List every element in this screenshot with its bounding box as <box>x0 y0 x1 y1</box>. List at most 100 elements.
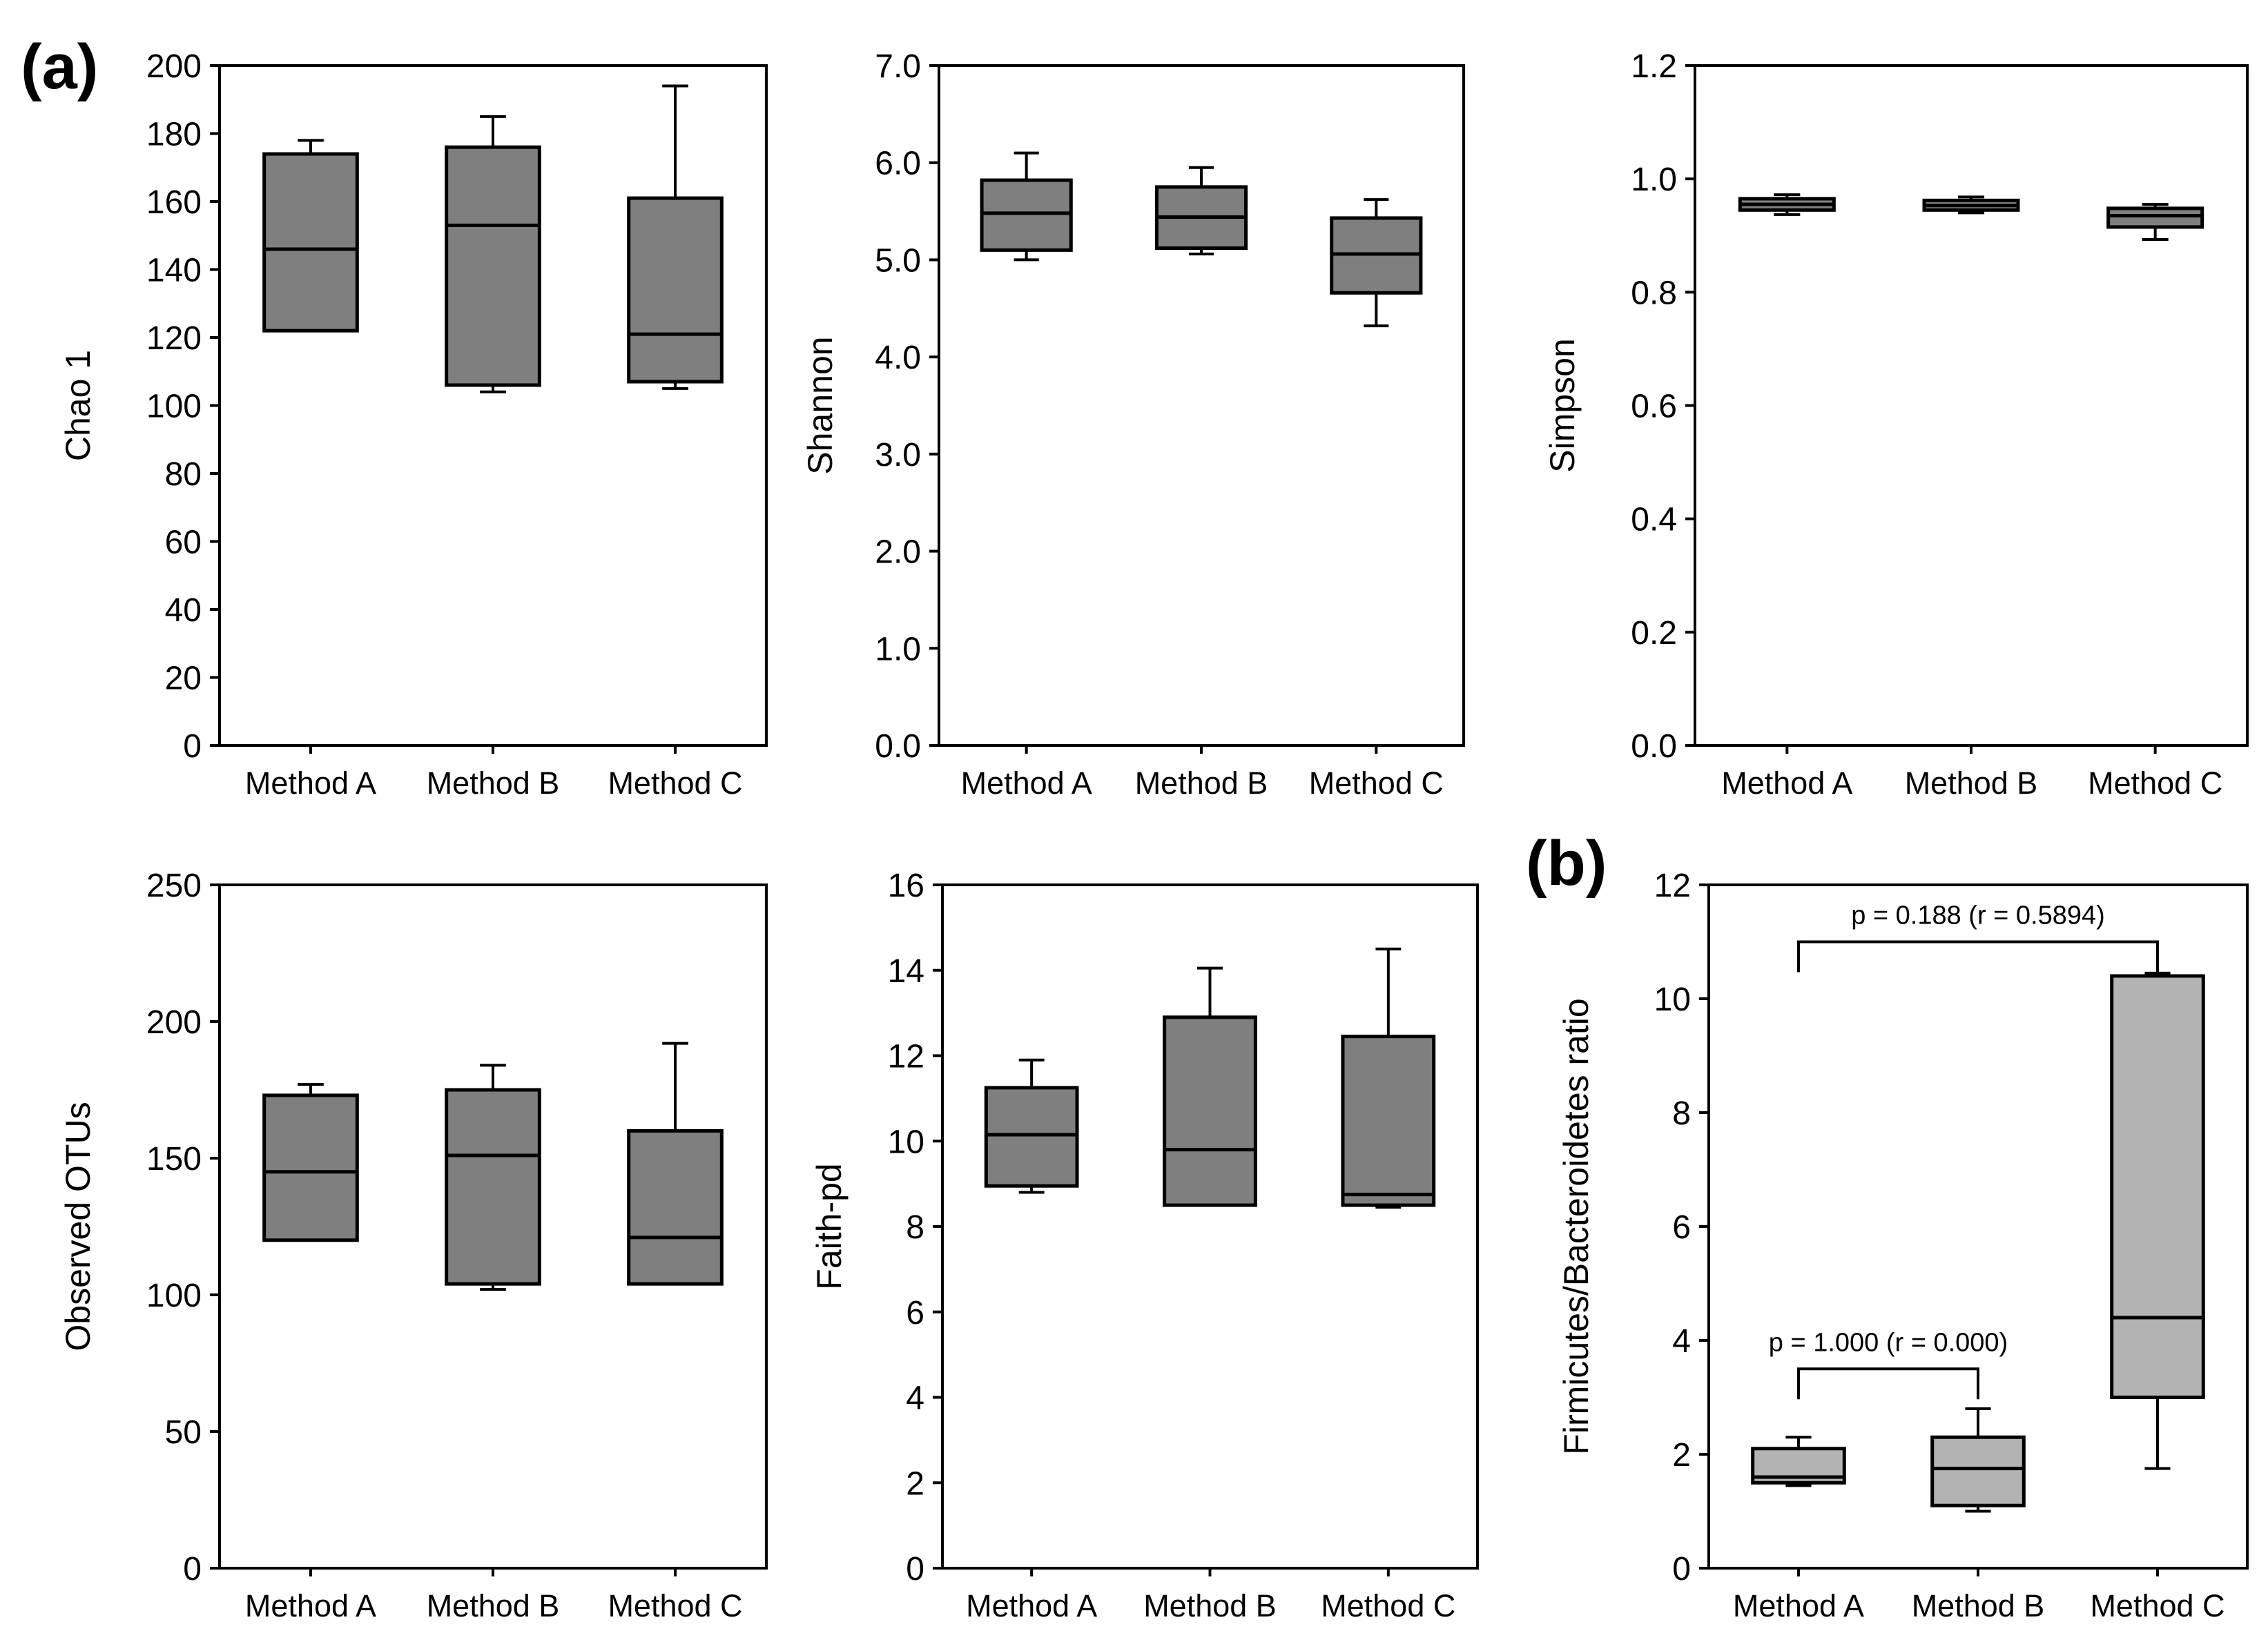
x-tick-label: Method A <box>966 1588 1097 1623</box>
y-axis-label: Faith-pd <box>810 1163 849 1289</box>
y-tick-label: 0.8 <box>1631 275 1677 311</box>
annotation-bracket-2: p = 1.000 (r = 0.000) <box>1769 1328 2008 1400</box>
y-tick-label: 40 <box>165 592 202 629</box>
y-tick-label: 16 <box>888 868 924 904</box>
y-tick-label: 0.6 <box>1631 389 1677 425</box>
y-tick-label: 120 <box>146 320 202 357</box>
box-body <box>1163 1015 1257 1207</box>
chart-shannon: 0.0 1.0 2.0 3.0 4.0 5.0 6.0 7.0 Method A Method B… <box>801 48 1465 801</box>
y-tick-label: 20 <box>165 661 202 697</box>
y-tick-label: 6 <box>1672 1209 1691 1246</box>
x-tick-label: Method B <box>1135 765 1268 801</box>
y-tick-label: 4 <box>1672 1323 1691 1360</box>
x-tick-label: Method A <box>1721 765 1852 801</box>
y-tick-label: 7.0 <box>875 48 921 85</box>
y-tick-label: 0 <box>183 728 202 765</box>
y-tick-label: 12 <box>888 1039 924 1075</box>
x-tick-label: Method C <box>2088 765 2222 801</box>
y-tick-label: 150 <box>146 1141 202 1178</box>
box-2 <box>1154 166 1248 255</box>
x-tick-label: Method C <box>608 1588 742 1623</box>
x-tick-label: Method B <box>1905 765 2038 801</box>
x-tick-label: Method C <box>1321 1588 1455 1623</box>
x-tick-label: Method C <box>2090 1588 2225 1623</box>
y-tick-label: 8 <box>906 1209 924 1246</box>
y-tick-label: 0 <box>1672 1551 1691 1588</box>
box-body <box>445 145 541 387</box>
box-1 <box>262 1083 359 1242</box>
y-tick-label: 4.0 <box>875 340 921 376</box>
box-2 <box>1930 1407 2026 1513</box>
y-axis-label: Chao 1 <box>59 350 97 461</box>
y-tick-label: 4 <box>906 1380 924 1417</box>
bracket-line <box>1797 940 2159 973</box>
y-tick-label: 200 <box>146 48 202 85</box>
box-body <box>2110 974 2205 1399</box>
chart-simpson: 0.0 0.2 0.4 0.6 0.8 1.0 1.2 Method A Method B Met… <box>1543 48 2249 801</box>
panel-label-b: (b) <box>1526 828 1607 899</box>
y-tick-label: 10 <box>888 1124 924 1160</box>
y-tick-label: 3.0 <box>875 437 921 473</box>
box-body <box>984 1086 1079 1188</box>
y-tick-label: 12 <box>1654 868 1691 904</box>
bracket-line <box>1797 1367 1979 1400</box>
box-1 <box>984 1058 1079 1194</box>
box-1 <box>980 151 1073 262</box>
y-tick-label: 2 <box>1672 1437 1691 1474</box>
box-1 <box>262 139 359 333</box>
box-body <box>1930 1435 2026 1507</box>
x-tick-label: Method B <box>427 765 560 801</box>
y-tick-label: 5.0 <box>875 242 921 279</box>
y-tick-label: 0.4 <box>1631 502 1677 538</box>
y-tick-label: 6.0 <box>875 146 921 182</box>
y-tick-label: 0 <box>183 1551 202 1588</box>
box-body <box>445 1088 541 1286</box>
x-tick-label: Method B <box>1143 1588 1277 1623</box>
y-tick-label: 1.0 <box>875 631 921 667</box>
chart-fb_ratio: 0 2 4 6 8 10 12 Method A Method B Method C Firmicu… <box>1557 868 2249 1623</box>
box-body <box>262 1093 359 1242</box>
x-tick-label: Method C <box>608 765 742 801</box>
x-tick-label: Method A <box>245 765 376 801</box>
y-axis-label: Firmicutes/Bacteroidetes ratio <box>1557 998 1596 1454</box>
chart-observed_otus: 0 50 100 150 200 250 Method A Method B Method C O… <box>59 868 768 1623</box>
panel-label-a: (a) <box>21 32 98 102</box>
y-tick-label: 0.0 <box>875 728 921 765</box>
x-tick-label: Method C <box>1309 765 1444 801</box>
box-body <box>1341 1035 1436 1207</box>
y-tick-label: 50 <box>165 1414 202 1451</box>
box-3 <box>627 84 724 390</box>
y-axis-label: Shannon <box>801 336 840 474</box>
y-tick-label: 60 <box>165 525 202 561</box>
y-tick-label: 100 <box>146 1278 202 1314</box>
box-2 <box>1922 195 2020 215</box>
y-tick-label: 0 <box>906 1551 924 1588</box>
y-tick-label: 8 <box>1672 1095 1691 1132</box>
annotation-text: p = 0.188 (r = 0.5894) <box>1851 901 2105 930</box>
y-tick-label: 0.2 <box>1631 615 1677 652</box>
y-tick-label: 0.0 <box>1631 728 1677 765</box>
y-tick-label: 1.2 <box>1631 48 1677 85</box>
box-2 <box>1163 966 1257 1207</box>
y-tick-label: 250 <box>146 868 202 904</box>
y-tick-label: 140 <box>146 253 202 289</box>
x-tick-label: Method B <box>427 1588 560 1623</box>
annotation-bracket-1: p = 0.188 (r = 0.5894) <box>1797 901 2159 973</box>
y-tick-label: 1.0 <box>1631 162 1677 198</box>
box-2 <box>445 115 541 393</box>
y-tick-label: 2 <box>906 1465 924 1502</box>
box-body <box>262 152 359 333</box>
y-tick-label: 6 <box>906 1295 924 1331</box>
box-body <box>2106 206 2204 229</box>
x-tick-label: Method A <box>961 765 1092 801</box>
y-axis-label: Simpson <box>1543 338 1582 473</box>
y-tick-label: 180 <box>146 117 202 153</box>
box-1 <box>1738 193 1836 216</box>
chart-chao1: 0 20 40 60 80 100 120 140 160 180 200 Method A Metho… <box>59 48 768 801</box>
box-3 <box>2106 203 2204 241</box>
y-tick-label: 160 <box>146 184 202 221</box>
box-1 <box>1751 1436 1846 1487</box>
box-body <box>627 1129 724 1286</box>
y-tick-label: 200 <box>146 1004 202 1041</box>
